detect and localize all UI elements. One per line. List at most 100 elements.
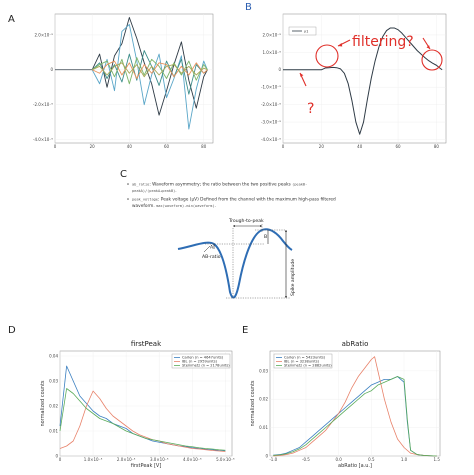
bullet-1-text: : Waveform asymmetry; the ratio between …: [149, 182, 292, 188]
arrow-left-head: [338, 43, 343, 47]
panel-e-plot: -1.0 -0.5 0.0 0.5 1.0 1.5 0 0.01 0.02 0.03 abRatio…: [250, 340, 440, 469]
x-tick-label: 0: [54, 144, 57, 149]
x-tick-label: 3.0×10⁻⁵: [150, 457, 169, 462]
waveform-line-6: [91, 62, 208, 78]
x-tick-label: -0.5: [302, 457, 310, 462]
x-tick-label: 5.0×10⁻⁵: [216, 457, 235, 462]
x-tick-label: 20: [319, 144, 325, 149]
legend-box: [171, 353, 231, 369]
y-tick-label: -4.0×10⁻⁵: [33, 137, 53, 142]
bullet-1-line-2: peakA)/(peakA+peakB).: [132, 189, 177, 194]
plot-frame: [54, 13, 214, 144]
x-tick-label: 1.5: [434, 457, 441, 462]
x-tick-label: 60: [164, 144, 170, 149]
x-tick-label: 60: [396, 144, 402, 149]
x-tick-label: -1.0: [269, 457, 277, 462]
bullet-1-code: ab_ratio: [132, 183, 149, 187]
peak-b-label: B: [264, 234, 267, 240]
x-tick-label: 20: [90, 144, 96, 149]
series-line-steinmetz: [59, 388, 226, 451]
legend-label: Carlen (n = 5423units): [284, 356, 326, 360]
plot-title: firstPeak: [131, 340, 162, 348]
y-axis-label: normalized counts: [250, 380, 256, 426]
bullet-1-line-1: ab_ratio: Waveform asymmetry; the ratio …: [132, 182, 307, 188]
y-tick-label: 0.01: [49, 428, 58, 433]
series-line-ibl: [59, 390, 226, 452]
x-tick-label: 1.0: [401, 457, 408, 462]
x-tick-label: 4.0×10⁻⁵: [183, 457, 202, 462]
bullet-2-text: : Peak voltage (µV) Defined from the cha…: [158, 197, 336, 203]
filtering-circle-right: [421, 49, 443, 71]
y-tick-label: 0.01: [259, 425, 268, 430]
plot-frame: [269, 350, 441, 457]
legend-label: IBL (n = 3238units): [284, 360, 320, 364]
filtering-annotation: filtering?: [352, 34, 414, 50]
bullet-1-line2-code: peakA)/(peakA+peakB): [132, 189, 175, 193]
ab-ratio-pointer: [203, 245, 211, 253]
x-tick-label: 0.5: [368, 457, 375, 462]
waveform-line-1: [91, 17, 208, 116]
x-axis-label: firstPeak [V]: [131, 463, 162, 469]
y-tick-label: -1.0×10⁻⁵: [261, 85, 281, 90]
x-tick-label: 0: [59, 457, 62, 462]
y-tick-label: 0: [55, 453, 58, 458]
y-tick-label: 0: [265, 453, 268, 458]
panel-a-plot: 0 20 40 60 80 2.0×10⁻⁵ 0 -2.0×10⁻⁵ -4.0×10⁻⁵: [33, 13, 214, 149]
plot-frame: [282, 13, 447, 144]
bullet-2-line2-code: max(waveform)-min(waveform): [156, 204, 214, 208]
plot-title: abRatio: [342, 340, 369, 348]
panel-c-text: ab_ratio: Waveform asymmetry; the ratio …: [127, 182, 336, 209]
bullet-dot: [127, 183, 129, 185]
bullet-2-code: peak_voltage: [132, 198, 158, 202]
bullet-1-line2-text: .: [175, 189, 176, 194]
x-tick-label: 0.0: [335, 457, 342, 462]
legend-label: IBL (n = 2959units): [182, 360, 218, 364]
bullet-2-line-2: waveform. max(waveform)-min(waveform).: [132, 203, 216, 209]
trough-to-peak-label: Trough-to-peak: [228, 218, 264, 224]
panel-letter-d: D: [8, 325, 16, 336]
panel-letter-b: B: [245, 2, 252, 13]
waveform-line-4: [91, 57, 208, 85]
y-tick-label: 0.02: [259, 397, 268, 402]
x-axis-label: abRatio [a.u.]: [338, 463, 372, 469]
filtering-circle-left: [315, 44, 339, 68]
question-annotation: ?: [307, 101, 314, 117]
panel-c-waveform-diagram: Trough-to-peak A B AB-ratio Spike amplit…: [177, 218, 296, 299]
spike-waveform: [177, 228, 293, 299]
y-tick-label: -2.0×10⁻⁵: [33, 102, 53, 107]
y-tick-label: 1.0×10⁻⁵: [262, 50, 281, 55]
y-tick-label: -3.0×10⁻⁵: [261, 119, 281, 124]
bullet-2-line-1: peak_voltage: Peak voltage (µV) Defined …: [132, 197, 336, 203]
x-tick-label: 2.0×10⁻⁵: [117, 457, 136, 462]
legend-label: Steinmetz (n = 2882units): [284, 364, 332, 368]
y-axis-label: normalized counts: [40, 380, 46, 426]
y-tick-label: -2.0×10⁻⁵: [261, 102, 281, 107]
waveform-line-2: [91, 24, 208, 130]
x-tick-label: 80: [434, 144, 440, 149]
legend-label: y1: [304, 30, 308, 34]
legend-label: Carlen (n = 4647units): [182, 356, 224, 360]
panel-b-plot: 0 20 40 60 80 2.0×10⁻⁵ 1.0×10⁻⁵ 0 -1.0×10⁻⁵ -2.0×…: [261, 13, 447, 149]
bullet-1-code-2: (peakB-: [292, 183, 307, 187]
panel-letter-c: C: [120, 169, 127, 180]
panel-letter-e: E: [242, 325, 249, 336]
panel-letter-a: A: [8, 14, 15, 25]
y-tick-label: 0: [50, 67, 53, 72]
waveform-line-1: [283, 27, 443, 135]
series-line-ibl: [273, 356, 437, 457]
y-tick-label: 0.02: [49, 403, 58, 408]
y-tick-label: 0.04: [49, 353, 58, 358]
series-line-steinmetz: [273, 376, 437, 457]
x-tick-label: 0: [282, 144, 285, 149]
arrow-question-head: [300, 73, 304, 77]
waveform-line-5: [91, 60, 208, 79]
panel-d-plot: 0 1.0×10⁻⁵ 2.0×10⁻⁵ 3.0×10⁻⁵ 4.0×10⁻⁵ 5.0×10⁻…: [40, 340, 235, 469]
spike-amplitude-label: Spike amplitude: [290, 259, 296, 296]
y-tick-label: 2.0×10⁻⁵: [262, 32, 281, 37]
peak-a-label: A: [210, 245, 214, 251]
y-tick-label: -4.0×10⁻⁵: [261, 137, 281, 142]
legend-box: [288, 26, 317, 36]
x-tick-label: 40: [127, 144, 133, 149]
arrow-right-head: [426, 45, 430, 49]
